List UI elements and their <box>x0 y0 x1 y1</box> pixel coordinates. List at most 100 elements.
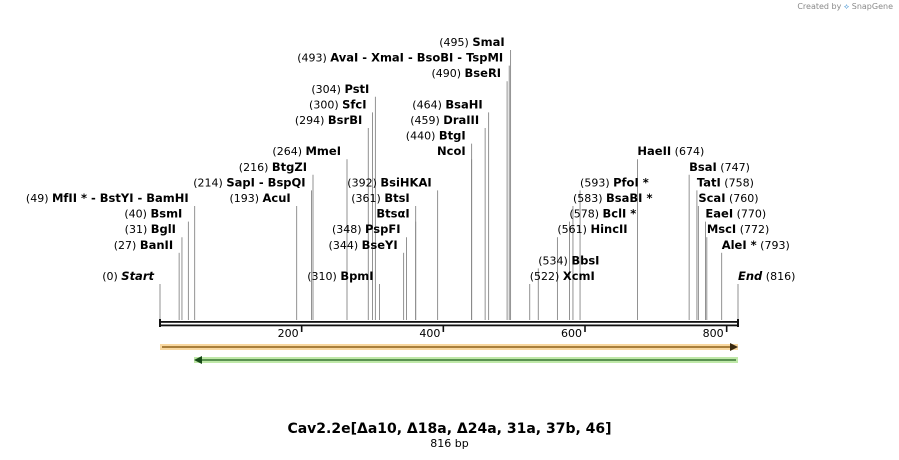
site-position: (495) <box>439 36 472 49</box>
sequence-title: Cav2.2e[Δa10, Δ18a, Δ24a, 31a, 37b, 46] <box>287 421 612 437</box>
site-name: HincII <box>590 222 627 236</box>
site-label[interactable]: (310) BpmI <box>307 269 373 283</box>
site-position: (27) <box>114 239 140 252</box>
site-name: End <box>738 269 763 283</box>
site-position: (816) <box>762 270 795 283</box>
axis-tick-label: 400 <box>419 327 440 340</box>
site-position: (793) <box>757 239 790 252</box>
site-name: BclI * <box>602 207 636 221</box>
site-name: BtsαI <box>376 207 409 221</box>
site-name: MscI <box>707 222 736 236</box>
site-position: (392) <box>347 176 380 189</box>
site-position: (310) <box>307 270 340 283</box>
site-label[interactable]: NcoI <box>437 144 466 158</box>
site-position: (0) <box>102 270 121 283</box>
site-name: BsaBI * <box>606 191 652 205</box>
site-label[interactable]: (348) PspFI <box>332 222 401 236</box>
site-position: (770) <box>733 208 766 221</box>
site-label[interactable]: (561) HincII <box>557 222 627 236</box>
site-label[interactable]: (493) AvaI - XmaI - BsoBI - TspMI <box>297 51 503 65</box>
site-position: (534) <box>538 254 571 267</box>
site-name: ScaI <box>698 191 725 205</box>
site-label[interactable]: (495) SmaI <box>439 35 504 49</box>
site-name: Start <box>121 269 154 283</box>
site-position: (40) <box>124 208 150 221</box>
site-label[interactable]: (392) BsiHKAI <box>347 175 431 189</box>
site-label[interactable]: (0) Start <box>102 269 154 283</box>
site-name: BsiHKAI <box>380 175 431 189</box>
site-label[interactable]: (49) MfII * - BstYI - BamHI <box>26 191 189 205</box>
backbone-end-cap <box>737 319 739 327</box>
sequence-length: 816 bp <box>430 437 469 450</box>
site-position: (522) <box>530 270 563 283</box>
site-label[interactable]: (593) PfoI * <box>580 175 649 189</box>
site-label[interactable]: (534) BbsI <box>538 253 599 267</box>
site-name: PfoI * <box>613 175 649 189</box>
site-position: (264) <box>272 145 305 158</box>
site-name: BanII <box>140 238 173 252</box>
site-label[interactable]: (578) BclI * <box>569 207 636 221</box>
site-label[interactable]: AleI * (793) <box>722 238 790 252</box>
site-name: PstI <box>344 82 369 96</box>
site-position: (216) <box>239 161 272 174</box>
site-label[interactable]: (522) XcmI <box>530 269 595 283</box>
site-position: (674) <box>671 145 704 158</box>
site-label[interactable]: (294) BsrBI <box>295 113 362 127</box>
backbone-start-cap <box>159 319 161 327</box>
site-label[interactable]: (361) BtsI <box>351 191 409 205</box>
site-name: BbsI <box>571 253 599 267</box>
site-position: (49) <box>26 192 52 205</box>
site-position: (464) <box>412 98 445 111</box>
site-label[interactable]: (490) BseRI <box>431 66 501 80</box>
site-name: BsmI <box>150 207 182 221</box>
site-label[interactable]: (193) AcuI <box>229 191 290 205</box>
site-position: (747) <box>717 161 750 174</box>
site-label[interactable]: BsaI (747) <box>689 160 750 174</box>
site-label[interactable]: (264) MmeI <box>272 144 341 158</box>
site-label[interactable]: TatI (758) <box>697 175 754 189</box>
site-label[interactable]: (27) BanII <box>114 238 173 252</box>
site-label[interactable]: BtsαI <box>376 207 409 221</box>
site-name: BsaHI <box>445 97 482 111</box>
site-label[interactable]: (583) BsaBI * <box>573 191 653 205</box>
site-name: NcoI <box>437 144 466 158</box>
snapgene-credit: Created by ⟡ SnapGene <box>797 2 893 12</box>
site-name: HaeII <box>637 144 671 158</box>
site-position: (440) <box>406 130 439 143</box>
site-name: SapI - BspQI <box>226 175 305 189</box>
site-label[interactable]: (344) BseYI <box>329 238 398 252</box>
site-position: (361) <box>351 192 384 205</box>
site-label[interactable]: (31) BglI <box>125 222 176 236</box>
site-label[interactable]: HaeII (674) <box>637 144 704 158</box>
site-label[interactable]: (216) BtgZI <box>239 160 307 174</box>
site-position: (193) <box>229 192 262 205</box>
site-position: (493) <box>297 52 330 65</box>
site-position: (593) <box>580 176 613 189</box>
site-label[interactable]: (464) BsaHI <box>412 97 482 111</box>
site-label[interactable]: (304) PstI <box>311 82 369 96</box>
site-label[interactable]: End (816) <box>738 269 795 283</box>
site-position: (294) <box>295 114 328 127</box>
site-position: (758) <box>721 176 754 189</box>
site-name: AcuI <box>263 191 291 205</box>
site-label[interactable]: ScaI (760) <box>698 191 758 205</box>
site-label[interactable]: EaeI (770) <box>705 207 766 221</box>
site-name: MfII * - BstYI - BamHI <box>52 191 189 205</box>
site-name: PspFI <box>365 222 400 236</box>
site-position: (344) <box>329 239 362 252</box>
site-label[interactable]: (459) DraIII <box>410 113 479 127</box>
site-position: (459) <box>410 114 443 127</box>
site-label[interactable]: (214) SapI - BspQI <box>193 175 305 189</box>
site-name: BseRI <box>465 66 502 80</box>
site-position: (348) <box>332 223 365 236</box>
site-label[interactable]: (440) BtgI <box>406 129 466 143</box>
green-feature-arrow-icon <box>194 356 202 364</box>
site-label[interactable]: (40) BsmI <box>124 207 182 221</box>
site-name: BseYI <box>362 238 398 252</box>
site-position: (561) <box>557 223 590 236</box>
site-position: (304) <box>311 83 344 96</box>
site-name: DraIII <box>443 113 479 127</box>
site-label[interactable]: (300) SfcI <box>309 97 366 111</box>
site-label[interactable]: MscI (772) <box>707 222 769 236</box>
